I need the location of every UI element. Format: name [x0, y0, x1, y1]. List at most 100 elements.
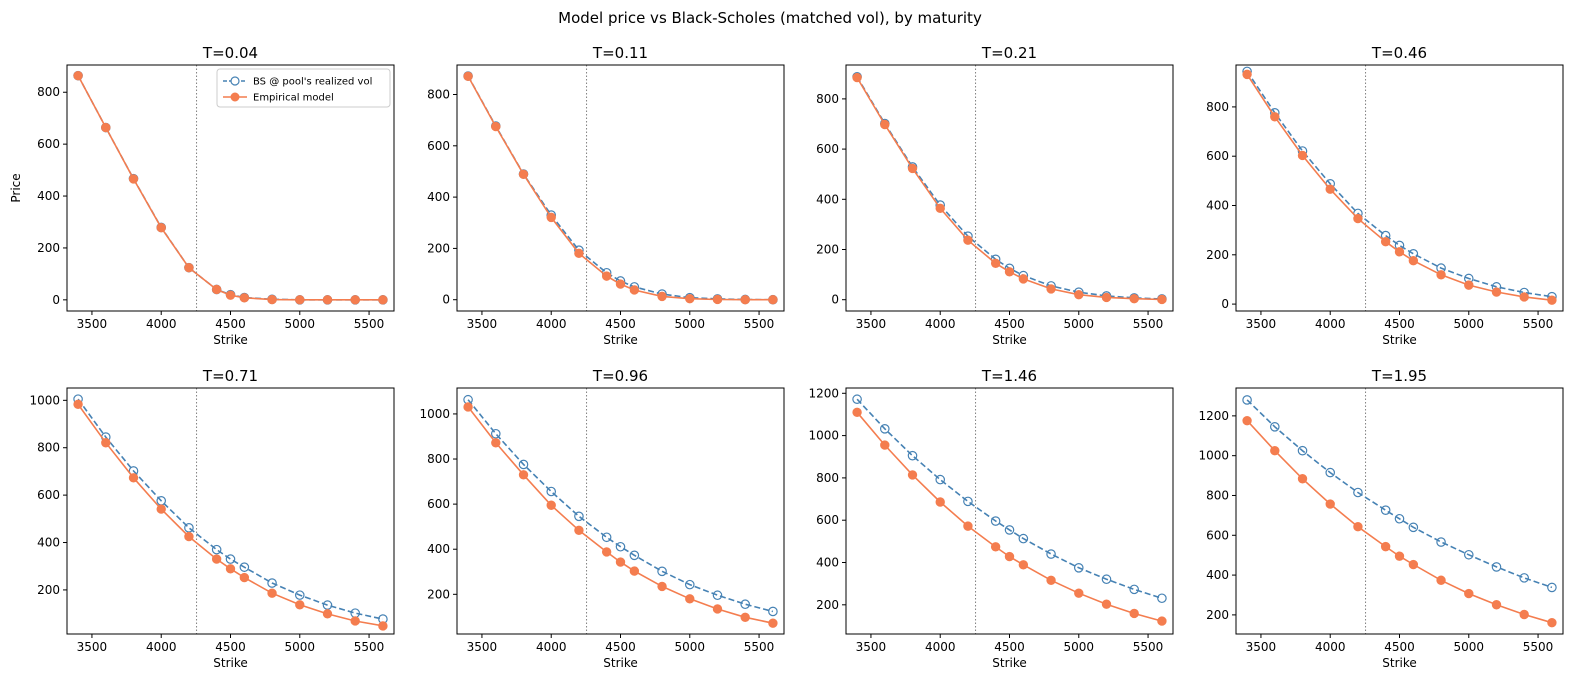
model-point	[184, 531, 194, 542]
series-bs	[1242, 395, 1557, 593]
model-point	[880, 119, 890, 130]
model-point	[657, 291, 667, 302]
x-tick-label: 5000	[1454, 317, 1485, 331]
y-tick-label: 400	[427, 190, 450, 204]
bs-point	[490, 428, 501, 439]
bs-point	[1353, 487, 1363, 498]
model-point	[990, 542, 1001, 552]
model-point	[1353, 213, 1363, 224]
model-point	[546, 212, 556, 223]
x-tick-label: 4500	[1384, 640, 1415, 654]
axes-frame	[456, 64, 785, 312]
x-axis-label: Strike	[213, 333, 248, 347]
bs-point	[1242, 395, 1252, 405]
x-axis-label: Strike	[1382, 333, 1417, 347]
bs-point	[1463, 549, 1474, 560]
model-point	[1157, 616, 1167, 626]
bs-point	[1436, 537, 1446, 547]
model-point	[128, 174, 139, 184]
model-point	[1004, 267, 1015, 277]
x-axis-label: Strike	[1382, 656, 1417, 670]
model-point	[1547, 295, 1557, 305]
model-point	[1270, 112, 1280, 122]
y-tick-label: 800	[427, 87, 450, 101]
bs-point	[990, 516, 1001, 526]
y-tick-label: 600	[37, 488, 60, 502]
x-tick-label: 4500	[605, 640, 636, 654]
bs-point	[907, 450, 918, 461]
model-point	[73, 399, 83, 410]
x-tick-label: 5500	[744, 640, 775, 654]
model-point	[907, 163, 918, 174]
model-point	[156, 223, 166, 233]
series-bs	[852, 394, 1167, 604]
chart-panel: 3500 4000 4500 5000 5500 0 200 400 600 800 T=0.04 S…	[9, 44, 395, 347]
model-point	[378, 295, 388, 305]
y-tick-label: 600	[816, 513, 839, 527]
x-tick-label: 5000	[1454, 640, 1485, 654]
x-tick-label: 3500	[1246, 640, 1277, 654]
y-tick-label: 200	[37, 241, 60, 255]
bs-point	[1073, 562, 1084, 573]
x-tick-label: 5000	[675, 640, 706, 654]
series-model	[1242, 69, 1557, 305]
x-axis-label: Strike	[992, 333, 1027, 347]
bs-point	[1325, 467, 1336, 478]
x-tick-label: 4500	[994, 640, 1025, 654]
model-point	[1046, 575, 1056, 585]
x-tick-label: 4500	[1384, 317, 1415, 331]
model-point	[378, 621, 388, 631]
y-tick-label: 0	[1221, 297, 1229, 311]
y-tick-label: 800	[1206, 488, 1229, 502]
axes-frame	[845, 387, 1174, 635]
model-point	[518, 169, 529, 179]
model-point	[1464, 280, 1474, 290]
legend: BS @ pool's realized vol Empirical model	[216, 68, 391, 108]
y-tick-label: 600	[427, 139, 450, 153]
y-tick-label: 800	[816, 92, 839, 106]
model-point	[740, 295, 750, 305]
model-point	[574, 525, 584, 535]
bs-point	[657, 566, 667, 577]
bs-point	[350, 608, 361, 618]
model-point	[601, 547, 612, 557]
model-point	[1408, 559, 1419, 570]
y-tick-label: 1000	[29, 393, 60, 407]
series-model-line	[856, 411, 1163, 622]
model-point	[1380, 541, 1391, 552]
model-point	[601, 271, 612, 281]
x-tick-label: 5500	[354, 640, 385, 654]
model-point	[463, 71, 473, 81]
model-point	[322, 295, 333, 305]
x-tick-label: 3500	[856, 640, 887, 654]
model-point	[350, 616, 360, 626]
model-point	[1491, 600, 1502, 610]
bs-point	[601, 532, 612, 543]
x-tick-label: 4500	[605, 317, 636, 331]
panel-title: T=0.11	[592, 44, 648, 62]
bs-point	[712, 590, 723, 601]
model-point	[1129, 294, 1139, 304]
model-point	[1297, 150, 1308, 161]
model-point	[852, 72, 862, 83]
y-tick-label: 1200	[1198, 409, 1229, 423]
chart-panel: 3500 4000 4500 5000 5500 0 200 400 600 800 T=0.11 S…	[427, 44, 785, 347]
model-point	[1325, 499, 1335, 509]
panel-title: T=1.46	[981, 367, 1037, 385]
model-point	[880, 440, 890, 450]
model-point	[1101, 599, 1112, 609]
y-tick-label: 0	[831, 293, 839, 307]
y-tick-label: 200	[1206, 248, 1229, 262]
bs-point	[1004, 525, 1015, 535]
model-point	[518, 470, 529, 480]
model-point	[712, 294, 723, 305]
y-tick-label: 200	[427, 241, 450, 255]
bs-point	[935, 474, 946, 485]
model-point	[1519, 609, 1529, 620]
chart-panel: 3500 4000 4500 5000 5500 0 200 400 600 800 T=0.46 S…	[1206, 44, 1564, 347]
model-point	[740, 612, 750, 623]
x-tick-label: 5500	[1133, 317, 1164, 331]
model-point	[963, 521, 973, 531]
series-model	[852, 72, 1167, 305]
bs-point	[740, 599, 751, 610]
